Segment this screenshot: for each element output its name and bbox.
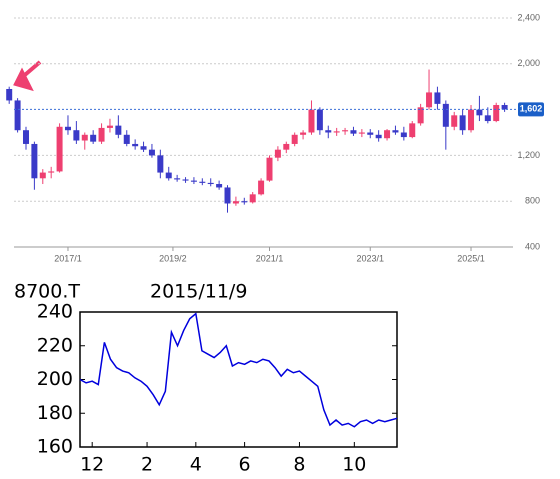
x-tick-label: 2017/1: [54, 253, 82, 263]
candle-body: [14, 100, 21, 131]
candle-body: [501, 105, 508, 110]
candle-body: [106, 125, 113, 128]
candle-body: [300, 132, 307, 135]
y-tick-label: 800: [525, 196, 540, 206]
y-tick-label: 200: [37, 368, 73, 390]
candle-body: [216, 184, 223, 188]
candle-body: [22, 130, 29, 144]
candle-body: [115, 125, 122, 135]
candle-body: [384, 130, 391, 139]
candle-body: [31, 143, 38, 179]
candle-body: [258, 180, 265, 195]
x-tick-label: 8: [293, 454, 305, 476]
chart-subtitle: 2015/11/9: [150, 281, 247, 303]
x-tick-label: 2023/1: [356, 253, 384, 263]
candle-body: [157, 155, 164, 173]
candle-body: [493, 105, 500, 122]
candle-body: [325, 130, 332, 133]
x-tick-label: 10: [342, 454, 366, 476]
x-tick-label: 2: [141, 454, 153, 476]
candle-body: [224, 187, 231, 204]
candle-body: [249, 194, 256, 203]
x-tick-label: 2025/1: [457, 253, 485, 263]
candle-body: [333, 131, 340, 133]
candle-body: [232, 201, 239, 204]
candle-body: [174, 178, 181, 180]
y-tick-label: 160: [37, 436, 73, 458]
candle-body: [426, 92, 433, 108]
candle-body: [417, 107, 424, 124]
candle-body: [392, 130, 399, 133]
candle-body: [6, 88, 13, 101]
candle-body: [434, 92, 441, 104]
y-tick-label: 180: [37, 402, 73, 424]
candle-body: [165, 172, 172, 179]
y-tick-label: 2,400: [517, 12, 540, 22]
candle-body: [400, 132, 407, 138]
candle-body: [468, 109, 475, 131]
candle-body: [90, 134, 97, 142]
candle-body: [98, 127, 105, 142]
candle-body: [484, 115, 491, 122]
x-tick-label: 2021/1: [256, 253, 284, 263]
candle-body: [132, 143, 139, 147]
x-tick-label: 12: [80, 454, 104, 476]
candle-body: [283, 143, 290, 150]
x-tick-label: 2019/2: [159, 253, 187, 263]
candle-body: [476, 109, 483, 116]
y-tick-label: 220: [37, 334, 73, 356]
candle-body: [342, 130, 349, 132]
candle-body: [375, 134, 382, 139]
candle-body: [56, 126, 63, 172]
y-tick-label: 240: [37, 301, 73, 323]
current-badge: [518, 102, 544, 117]
price-line: [79, 312, 398, 428]
candle-body: [39, 172, 46, 179]
x-tick-label: 4: [190, 454, 202, 476]
candle-body: [148, 149, 155, 156]
candle-body: [81, 134, 88, 141]
candle-body: [459, 115, 466, 131]
candle-body: [199, 181, 206, 183]
candle-body: [266, 157, 273, 181]
candle-body: [241, 201, 248, 203]
candle-body: [140, 146, 147, 150]
plot-frame: [79, 311, 398, 448]
current-label: 1,602: [520, 104, 543, 114]
y-tick-label: 2,000: [517, 58, 540, 68]
candle-body: [291, 134, 298, 144]
candle-body: [451, 115, 458, 127]
y-tick-label: 400: [525, 241, 540, 251]
candle-body: [182, 179, 189, 181]
candle-body: [367, 132, 374, 135]
candle-body: [308, 109, 315, 133]
candle-body: [274, 149, 281, 158]
x-tick-label: 6: [239, 454, 251, 476]
candle-body: [350, 130, 357, 134]
candle-body: [123, 134, 130, 144]
y-tick-label: 1,200: [517, 150, 540, 160]
candle-body: [73, 130, 80, 141]
candle-body: [207, 182, 214, 185]
candle-body: [442, 103, 449, 127]
chart-title: 8700.T: [14, 281, 80, 303]
candle-body: [64, 126, 71, 131]
candle-body: [409, 123, 416, 138]
candle-body: [316, 109, 323, 131]
arrow: [13, 60, 42, 92]
candle-body: [358, 132, 365, 134]
candle-body: [190, 180, 197, 182]
candle-body: [48, 171, 55, 173]
